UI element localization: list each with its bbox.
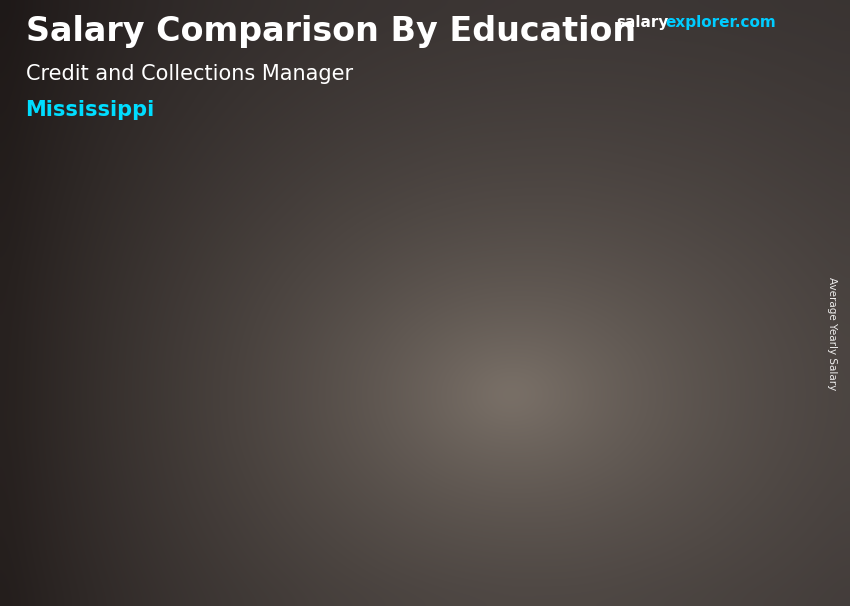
Text: +93%: +93% bbox=[361, 270, 478, 304]
Bar bbox=[650, 72, 744, 80]
Bar bbox=[650, 80, 744, 87]
Bar bbox=[650, 132, 744, 139]
Bar bbox=[650, 42, 744, 50]
Bar bbox=[650, 117, 744, 124]
Bar bbox=[523, 251, 622, 527]
Bar bbox=[650, 124, 744, 132]
Bar bbox=[650, 65, 744, 72]
Text: Average Yearly Salary: Average Yearly Salary bbox=[827, 277, 837, 390]
Polygon shape bbox=[354, 384, 373, 527]
Text: explorer.com: explorer.com bbox=[666, 15, 776, 30]
Bar bbox=[650, 50, 744, 58]
Text: Salary Comparison By Education: Salary Comparison By Education bbox=[26, 15, 636, 48]
Text: Credit and Collections Manager: Credit and Collections Manager bbox=[26, 64, 353, 84]
Bar bbox=[650, 110, 744, 117]
Bar bbox=[650, 58, 744, 65]
Bar bbox=[650, 95, 744, 102]
Text: 160,000 USD: 160,000 USD bbox=[562, 223, 690, 242]
Bar bbox=[650, 87, 744, 95]
Text: 82,800 USD: 82,800 USD bbox=[231, 356, 348, 376]
Text: Mississippi: Mississippi bbox=[26, 100, 155, 120]
Text: salary: salary bbox=[616, 15, 669, 30]
Bar bbox=[650, 42, 688, 95]
Bar bbox=[255, 384, 354, 527]
Polygon shape bbox=[622, 251, 641, 527]
Bar bbox=[650, 102, 744, 110]
